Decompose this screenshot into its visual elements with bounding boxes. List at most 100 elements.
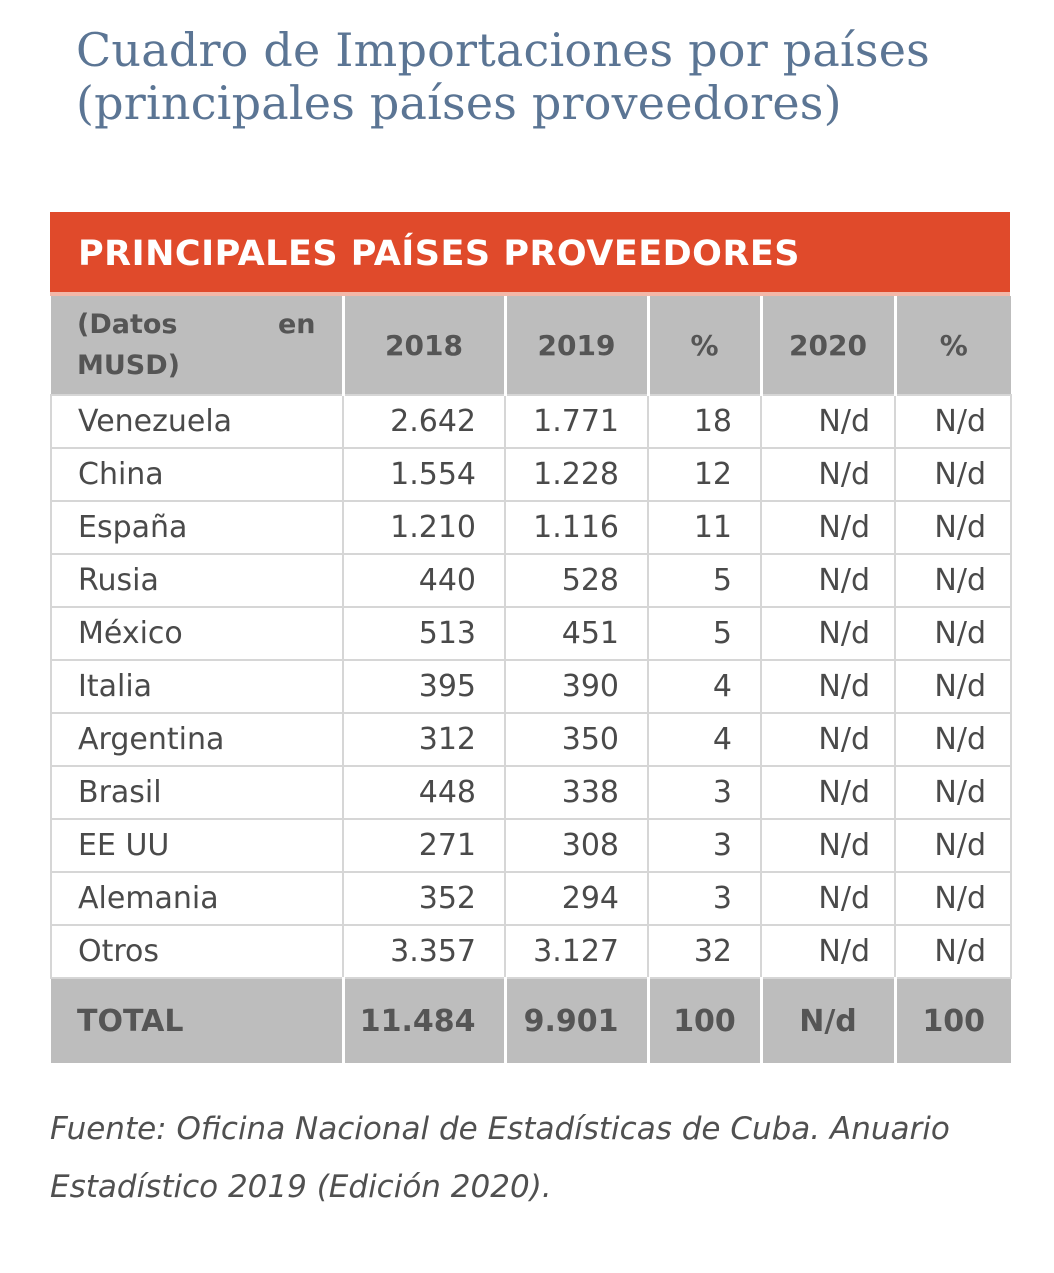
header-units-part-b: en — [277, 309, 316, 340]
table-row: China 1.554 1.228 12 N/d N/d — [50, 447, 1012, 502]
cell-pct-2020: N/d — [894, 553, 1012, 608]
cell-pct-2020: N/d — [894, 447, 1012, 502]
table-row: España 1.210 1.116 11 N/d N/d — [50, 500, 1012, 555]
total-2018: 11.484 — [343, 978, 507, 1063]
cell-country: China — [50, 447, 344, 502]
cell-country: Venezuela — [50, 394, 344, 449]
cell-pct-2020: N/d — [894, 765, 1012, 820]
cell-2019: 1.228 — [504, 447, 649, 502]
title-line-1: Cuadro de Importaciones por países — [76, 23, 930, 77]
cell-country: EE UU — [50, 818, 344, 873]
header-units-part-a: (Datos — [77, 309, 178, 340]
header-row: (Datos en MUSD) 2018 2019 % 2020 % — [51, 296, 1011, 395]
cell-2018: 513 — [342, 606, 506, 661]
cell-2020: N/d — [760, 394, 896, 449]
cell-pct-2019: 3 — [647, 765, 762, 820]
cell-pct-2020: N/d — [894, 606, 1012, 661]
cell-pct-2019: 5 — [647, 553, 762, 608]
source-line-2: Estadístico 2019 (Edición 2020). — [50, 1169, 552, 1205]
cell-2020: N/d — [760, 871, 896, 926]
cell-2018: 1.210 — [342, 500, 506, 555]
cell-2018: 271 — [342, 818, 506, 873]
total-row: TOTAL 11.484 9.901 100 N/d 100 — [51, 978, 1011, 1063]
cell-pct-2020: N/d — [894, 394, 1012, 449]
cell-country: Italia — [50, 659, 344, 714]
table-row: Rusia 440 528 5 N/d N/d — [50, 553, 1012, 608]
cell-2019: 390 — [504, 659, 649, 714]
cell-pct-2019: 3 — [647, 818, 762, 873]
total-pct-2020: 100 — [895, 978, 1011, 1063]
cell-2020: N/d — [760, 924, 896, 979]
header-2018: 2018 — [343, 296, 507, 395]
table-row: Venezuela 2.642 1.771 18 N/d N/d — [50, 394, 1012, 449]
cell-2018: 2.642 — [342, 394, 506, 449]
cell-country: Alemania — [50, 871, 344, 926]
cell-2019: 451 — [504, 606, 649, 661]
cell-pct-2019: 12 — [647, 447, 762, 502]
table-row: Otros 3.357 3.127 32 N/d N/d — [50, 924, 1012, 979]
source-note: Fuente: Oficina Nacional de Estadísticas… — [50, 1100, 1020, 1216]
table-row: Argentina 312 350 4 N/d N/d — [50, 712, 1012, 767]
cell-2018: 352 — [342, 871, 506, 926]
table-row: EE UU 271 308 3 N/d N/d — [50, 818, 1012, 873]
cell-country: Rusia — [50, 553, 344, 608]
header-units-part-c: MUSD) — [77, 350, 180, 381]
source-line-1: Fuente: Oficina Nacional de Estadísticas… — [50, 1111, 950, 1147]
header-pct-2020: % — [895, 296, 1011, 395]
total-pct-2019: 100 — [648, 978, 763, 1063]
cell-pct-2020: N/d — [894, 924, 1012, 979]
cell-pct-2019: 32 — [647, 924, 762, 979]
header-pct-2019: % — [648, 296, 763, 395]
cell-2020: N/d — [760, 818, 896, 873]
cell-pct-2020: N/d — [894, 712, 1012, 767]
page-title: Cuadro de Importaciones por países (prin… — [76, 24, 1036, 130]
cell-pct-2020: N/d — [894, 659, 1012, 714]
cell-pct-2020: N/d — [894, 818, 1012, 873]
cell-2020: N/d — [760, 765, 896, 820]
cell-2019: 1.771 — [504, 394, 649, 449]
cell-pct-2020: N/d — [894, 871, 1012, 926]
cell-2020: N/d — [760, 447, 896, 502]
cell-country: México — [50, 606, 344, 661]
header-2019: 2019 — [505, 296, 650, 395]
total-label: TOTAL — [51, 978, 345, 1063]
cell-pct-2019: 5 — [647, 606, 762, 661]
cell-pct-2019: 18 — [647, 394, 762, 449]
cell-2018: 395 — [342, 659, 506, 714]
cell-2018: 448 — [342, 765, 506, 820]
cell-country: Brasil — [50, 765, 344, 820]
cell-2018: 1.554 — [342, 447, 506, 502]
cell-pct-2020: N/d — [894, 500, 1012, 555]
cell-country: Argentina — [50, 712, 344, 767]
cell-pct-2019: 11 — [647, 500, 762, 555]
header-2020: 2020 — [761, 296, 897, 395]
title-line-2: (principales países proveedores) — [76, 76, 842, 130]
table-row: México 513 451 5 N/d N/d — [50, 606, 1012, 661]
total-2020: N/d — [761, 978, 897, 1063]
cell-country: España — [50, 500, 344, 555]
cell-2020: N/d — [760, 606, 896, 661]
cell-2019: 528 — [504, 553, 649, 608]
cell-2020: N/d — [760, 712, 896, 767]
cell-2018: 3.357 — [342, 924, 506, 979]
imports-table: (Datos en MUSD) 2018 2019 % 2020 % Venez… — [50, 296, 1012, 1063]
cell-2020: N/d — [760, 553, 896, 608]
cell-pct-2019: 3 — [647, 871, 762, 926]
imports-table-card: PRINCIPALES PAÍSES PROVEEDORES (Datos en… — [50, 212, 1012, 1063]
cell-2018: 440 — [342, 553, 506, 608]
table-row: Alemania 352 294 3 N/d N/d — [50, 871, 1012, 926]
header-units-label: (Datos en MUSD) — [51, 296, 345, 395]
table-row: Brasil 448 338 3 N/d N/d — [50, 765, 1012, 820]
cell-2019: 338 — [504, 765, 649, 820]
cell-2019: 308 — [504, 818, 649, 873]
cell-2019: 294 — [504, 871, 649, 926]
cell-2019: 1.116 — [504, 500, 649, 555]
table-row: Italia 395 390 4 N/d N/d — [50, 659, 1012, 714]
cell-2020: N/d — [760, 659, 896, 714]
cell-pct-2019: 4 — [647, 659, 762, 714]
cell-2018: 312 — [342, 712, 506, 767]
total-2019: 9.901 — [505, 978, 650, 1063]
cell-country: Otros — [50, 924, 344, 979]
cell-pct-2019: 4 — [647, 712, 762, 767]
